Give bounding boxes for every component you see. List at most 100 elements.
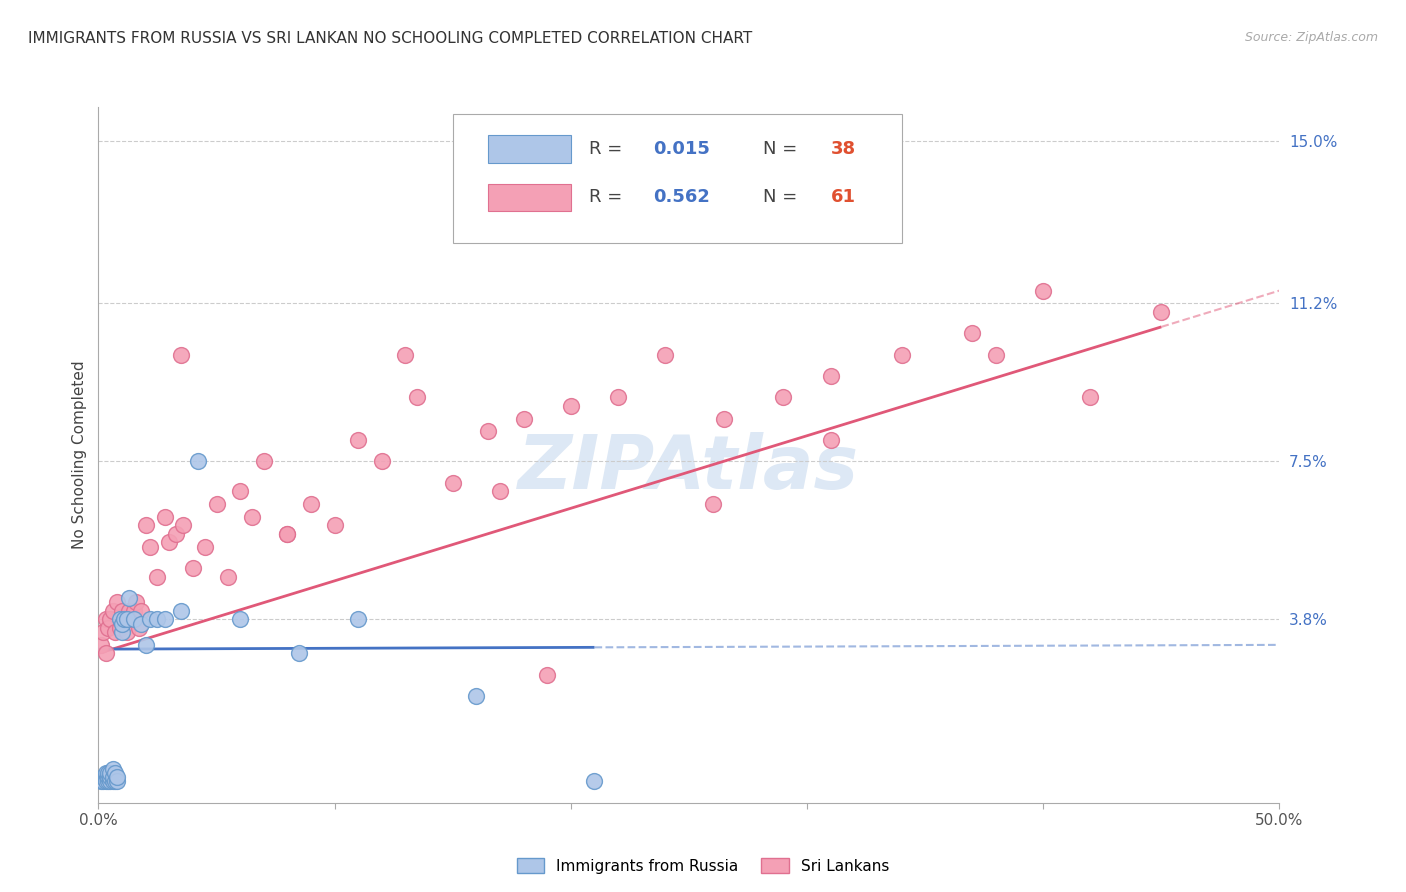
Point: [253, 454, 276, 468]
Point: [170, 348, 193, 362]
Point: [135, 518, 157, 533]
Point: [97, 770, 120, 784]
Point: [536, 667, 558, 681]
Text: IMMIGRANTS FROM RUSSIA VS SRI LANKAN NO SCHOOLING COMPLETED CORRELATION CHART: IMMIGRANTS FROM RUSSIA VS SRI LANKAN NO …: [28, 31, 752, 46]
Point: [560, 399, 582, 413]
Point: [101, 762, 124, 776]
Point: [121, 612, 143, 626]
Point: [97, 766, 120, 780]
Text: 0.562: 0.562: [654, 188, 710, 206]
Point: [129, 604, 152, 618]
Point: [101, 604, 124, 618]
Point: [108, 621, 131, 635]
Point: [772, 390, 794, 404]
Point: [135, 638, 157, 652]
Point: [406, 390, 429, 404]
Point: [94, 774, 117, 789]
Point: [607, 390, 630, 404]
Point: [890, 348, 912, 362]
FancyBboxPatch shape: [453, 114, 901, 243]
Point: [205, 497, 228, 511]
Point: [276, 527, 298, 541]
Point: [371, 454, 394, 468]
Point: [104, 625, 127, 640]
Point: [181, 561, 204, 575]
Point: [146, 569, 169, 583]
Point: [157, 535, 180, 549]
Point: [299, 497, 322, 511]
Point: [111, 604, 134, 618]
Point: [187, 454, 209, 468]
Point: [146, 612, 169, 626]
Point: [172, 518, 194, 533]
Point: [323, 518, 346, 533]
Point: [97, 774, 120, 789]
Text: R =: R =: [589, 188, 627, 206]
Point: [118, 604, 141, 618]
Point: [394, 348, 416, 362]
Point: [91, 770, 114, 784]
Point: [465, 689, 488, 703]
Point: [583, 774, 606, 789]
Point: [347, 433, 370, 447]
Point: [962, 326, 984, 341]
Point: [105, 770, 128, 784]
Text: 61: 61: [831, 188, 856, 206]
Point: [125, 595, 148, 609]
Point: [98, 770, 121, 784]
Point: [94, 647, 117, 661]
Point: [94, 612, 117, 626]
Point: [139, 540, 162, 554]
Point: [98, 766, 121, 780]
Point: [1032, 284, 1054, 298]
Point: [98, 774, 121, 789]
Point: [98, 612, 121, 626]
Text: R =: R =: [589, 140, 627, 158]
Point: [111, 625, 134, 640]
Point: [104, 766, 127, 780]
Bar: [488, 135, 571, 162]
Point: [104, 774, 127, 789]
Point: [101, 774, 124, 789]
Point: [441, 475, 464, 490]
Point: [97, 621, 120, 635]
Point: [984, 348, 1007, 362]
Point: [489, 484, 512, 499]
Point: [165, 527, 187, 541]
Point: [128, 621, 150, 635]
Text: 0.015: 0.015: [654, 140, 710, 158]
Point: [90, 638, 112, 652]
Point: [115, 625, 138, 640]
Point: [94, 770, 117, 784]
Legend: Immigrants from Russia, Sri Lankans: Immigrants from Russia, Sri Lankans: [510, 852, 896, 880]
Point: [139, 612, 162, 626]
Text: Source: ZipAtlas.com: Source: ZipAtlas.com: [1244, 31, 1378, 45]
Point: [105, 774, 128, 789]
Point: [112, 612, 135, 626]
Point: [702, 497, 724, 511]
Point: [1080, 390, 1102, 404]
Point: [820, 368, 842, 383]
Point: [240, 509, 263, 524]
Point: [90, 774, 112, 789]
Point: [288, 647, 311, 661]
Point: [194, 540, 217, 554]
Point: [276, 527, 298, 541]
Point: [105, 595, 128, 609]
Point: [112, 612, 135, 626]
Point: [217, 569, 239, 583]
Point: [477, 425, 499, 439]
Text: ZIPAtlas: ZIPAtlas: [519, 433, 859, 506]
Point: [820, 433, 842, 447]
Point: [122, 604, 145, 618]
Point: [129, 616, 152, 631]
Point: [153, 509, 176, 524]
Point: [170, 604, 193, 618]
Point: [108, 612, 131, 626]
Point: [111, 616, 134, 631]
Point: [229, 612, 252, 626]
Text: N =: N =: [763, 188, 803, 206]
Point: [229, 484, 252, 499]
Text: N =: N =: [763, 140, 803, 158]
Point: [654, 348, 676, 362]
